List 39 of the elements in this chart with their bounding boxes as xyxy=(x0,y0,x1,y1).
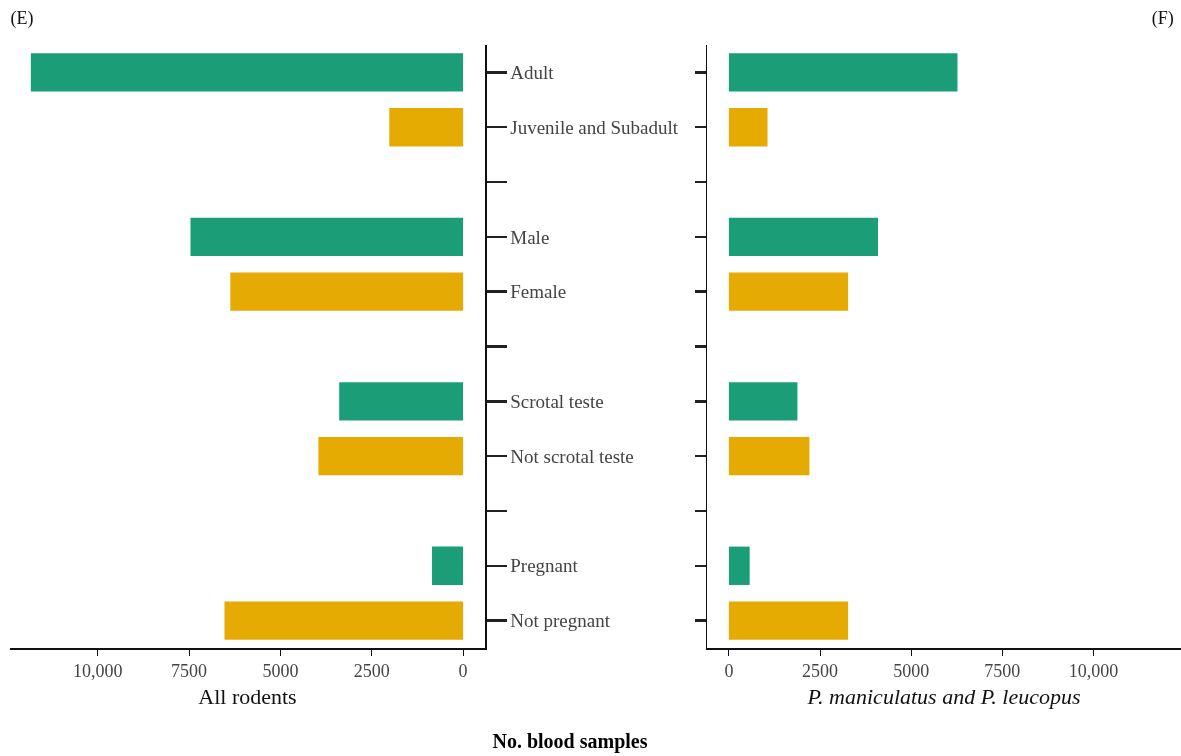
bar xyxy=(318,436,464,476)
y-tick-label: Scrotal teste xyxy=(510,390,604,412)
bar xyxy=(728,53,958,92)
x-tick-label: 0 xyxy=(458,661,468,682)
text: No. blood samples xyxy=(491,730,649,753)
bar xyxy=(728,546,750,585)
bar xyxy=(728,272,849,311)
bar xyxy=(339,382,464,421)
y-tick-label: Pregnant xyxy=(510,555,579,577)
bar xyxy=(728,108,768,147)
bar xyxy=(728,436,810,476)
y-tick-label: Female xyxy=(510,281,567,303)
chart-title: (F) xyxy=(1151,7,1174,29)
x-tick-label: 7500 xyxy=(984,661,1021,682)
x-tick-label: 0 xyxy=(724,661,734,682)
bar xyxy=(230,272,464,311)
bar xyxy=(389,108,464,147)
x-tick-label: 10,000 xyxy=(1068,661,1119,682)
chart-title: (E) xyxy=(10,7,34,29)
y-tick-label: Not pregnant xyxy=(510,610,611,632)
x-tick-label: 2500 xyxy=(802,661,839,682)
bar xyxy=(728,382,798,421)
y-tick-label: Not scrotal teste xyxy=(510,445,634,467)
bar xyxy=(190,217,464,257)
x-tick-label: 2500 xyxy=(353,661,390,682)
x-tick-label: 7500 xyxy=(171,661,208,682)
bar xyxy=(728,217,878,257)
bar xyxy=(432,546,464,585)
x-axis-title: All rodents xyxy=(198,683,297,709)
x-tick-label: 5000 xyxy=(262,661,299,682)
y-tick-label: Adult xyxy=(510,62,555,84)
y-tick-label: Juvenile and Subadult xyxy=(510,116,679,138)
bar xyxy=(30,53,464,92)
x-axis-title: P. maniculatus and P. leucopus xyxy=(806,683,1081,709)
y-tick-label: Male xyxy=(510,226,550,248)
x-tick-label: 5000 xyxy=(893,661,930,682)
bar xyxy=(728,601,849,640)
bar xyxy=(224,601,464,640)
x-tick-label: 10,000 xyxy=(72,661,123,682)
